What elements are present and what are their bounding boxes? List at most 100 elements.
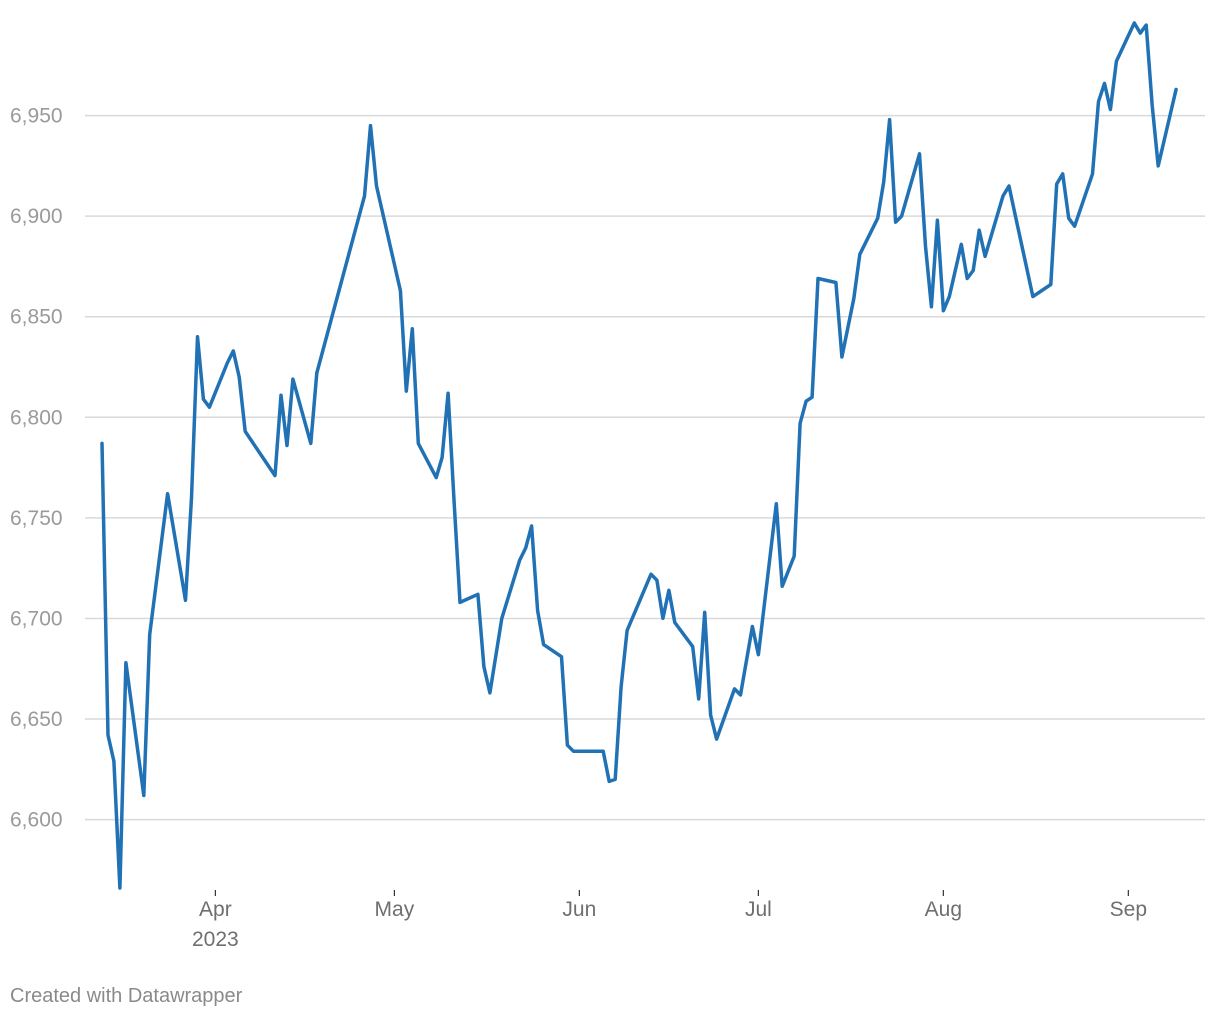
data-point: [971, 269, 975, 273]
data-point: [1001, 194, 1005, 198]
data-point: [518, 558, 522, 562]
data-point: [398, 289, 402, 293]
data-point: [571, 749, 575, 753]
data-point: [774, 502, 778, 506]
x-tick-label: Sep: [1110, 898, 1147, 921]
data-point: [1103, 81, 1107, 85]
data-point: [243, 429, 247, 433]
credit-text: Created with Datawrapper: [10, 985, 243, 1007]
data-point: [309, 441, 313, 445]
data-point: [315, 371, 319, 375]
data-point: [231, 349, 235, 353]
data-point: [667, 588, 671, 592]
data-point: [840, 355, 844, 359]
y-tick-label: 6,800: [10, 406, 63, 429]
data-point: [965, 277, 969, 281]
data-point: [476, 592, 480, 596]
data-point: [1067, 216, 1071, 220]
data-point: [1144, 23, 1148, 27]
data-point: [733, 687, 737, 691]
y-axis-tick-labels: 6,600 6,650 6,700 6,750 6,800 6,850 6,900 6,950: [10, 105, 63, 832]
data-point: [273, 474, 277, 478]
data-point: [482, 665, 486, 669]
data-point: [619, 685, 623, 689]
data-point: [1049, 283, 1053, 287]
data-point: [804, 399, 808, 403]
data-point: [1097, 100, 1101, 104]
data-point: [983, 254, 987, 258]
x-axis: Apr 2023 May Jun Jul Aug Sep: [192, 890, 1147, 951]
data-point: [709, 713, 713, 717]
data-point: [1132, 21, 1136, 25]
data-point: [715, 737, 719, 741]
data-point: [924, 244, 928, 248]
data-point: [894, 220, 898, 224]
data-point: [858, 252, 862, 256]
data-point: [756, 653, 760, 657]
data-point: [750, 625, 754, 629]
data-point: [565, 743, 569, 747]
data-point: [524, 546, 528, 550]
data-point: [500, 616, 504, 620]
y-tick-label: 6,950: [10, 105, 63, 128]
data-point: [237, 375, 241, 379]
x-tick-year-label: 2023: [192, 928, 239, 951]
data-point: [834, 281, 838, 285]
data-point: [100, 441, 104, 445]
data-point: [369, 124, 373, 128]
data-point: [166, 492, 170, 496]
data-point: [1013, 212, 1017, 216]
data-point: [900, 214, 904, 218]
data-point: [810, 395, 814, 399]
data-point: [918, 152, 922, 156]
data-point: [947, 295, 951, 299]
data-point: [691, 645, 695, 649]
data-point: [452, 500, 456, 504]
data-point: [673, 621, 677, 625]
data-point: [196, 335, 200, 339]
data-point: [434, 476, 438, 480]
data-point: [106, 733, 110, 737]
data-point: [404, 389, 408, 393]
data-point: [816, 277, 820, 281]
data-point: [291, 377, 295, 381]
data-point: [440, 456, 444, 460]
data-point: [655, 578, 659, 582]
data-point: [959, 242, 963, 246]
data-point: [124, 661, 128, 665]
data-point: [1114, 59, 1118, 63]
data-point: [601, 749, 605, 753]
data-point: [118, 886, 122, 890]
data-point: [142, 794, 146, 798]
y-tick-label: 6,900: [10, 205, 63, 228]
data-point: [1108, 108, 1112, 112]
data-point: [536, 608, 540, 612]
data-point: [661, 616, 665, 620]
y-tick-label: 6,700: [10, 607, 63, 630]
data-point: [1055, 182, 1059, 186]
x-tick-label: Jun: [562, 898, 596, 921]
data-point: [201, 397, 205, 401]
series-layer: [100, 21, 1178, 890]
data-point: [792, 554, 796, 558]
data-point: [780, 584, 784, 588]
x-tick-label: May: [375, 898, 415, 921]
data-point: [542, 643, 546, 647]
data-point: [697, 697, 701, 701]
data-point: [1091, 172, 1095, 176]
data-point: [225, 361, 229, 365]
data-point: [207, 405, 211, 409]
data-point: [613, 777, 617, 781]
x-tick-label: Jul: [745, 898, 772, 921]
series-line-0: [100, 21, 1178, 890]
y-tick-label: 6,750: [10, 507, 63, 530]
data-point: [560, 655, 564, 659]
gridlines: [85, 114, 1205, 821]
data-point: [929, 305, 933, 309]
data-point: [935, 218, 939, 222]
data-point: [798, 421, 802, 425]
data-point: [852, 297, 856, 301]
data-point: [649, 572, 653, 576]
data-point: [607, 779, 611, 783]
data-point: [941, 309, 945, 313]
